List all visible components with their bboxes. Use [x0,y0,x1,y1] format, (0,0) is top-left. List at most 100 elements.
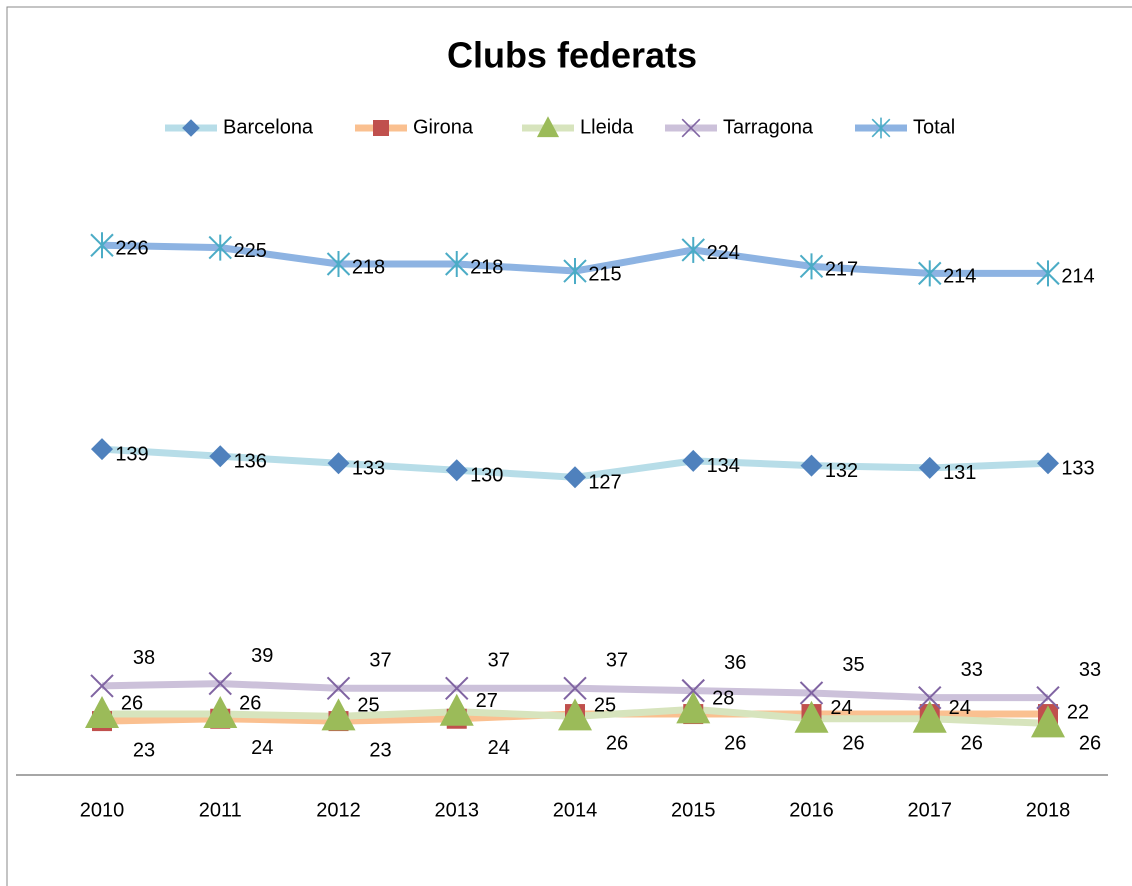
data-point [1036,260,1060,287]
marker-stroke [445,676,469,700]
data-label: 224 [707,242,740,264]
legend-symbol [182,119,200,137]
data-point [90,232,114,259]
x-tick-label: 2014 [553,799,598,821]
data-label: 139 [115,443,148,465]
legend-label: Total [913,116,955,138]
data-point [321,698,356,731]
data-label: 23 [369,739,391,761]
data-label: 24 [830,697,852,719]
data-label: 26 [961,732,983,754]
legend-label: Girona [413,116,474,138]
data-label: 28 [712,688,734,710]
x-tick-label: 2012 [316,799,361,821]
data-point [208,234,232,261]
data-point [326,676,351,700]
data-label: 218 [470,256,503,278]
legend-symbol [681,118,701,138]
marker-stroke [1036,685,1060,710]
data-point [1031,705,1065,738]
data-label: 24 [488,737,510,759]
data-point [208,671,232,696]
data-point [918,260,942,287]
data-point [676,691,711,724]
data-label: 132 [825,460,858,482]
legend-symbol [536,116,560,138]
data-label: 225 [234,240,267,262]
data-point [445,459,468,482]
data-label: 37 [369,650,391,672]
data-label: 26 [239,692,261,714]
data-label: 25 [357,695,379,717]
data-point [558,698,592,731]
x-tick-label: 2013 [435,799,480,821]
data-point [445,251,469,278]
data-label: 22 [1067,702,1089,724]
data-point [564,466,586,489]
data-point [918,456,941,479]
data-label: 26 [842,732,864,754]
marker-stroke [326,676,351,700]
marker-stroke [681,678,705,703]
x-tick-label: 2015 [671,799,716,821]
data-point [90,674,114,698]
legend-marker [681,118,701,138]
chart-border [6,6,1132,886]
data-point [799,681,824,705]
data-label: 25 [594,695,616,717]
data-point [1036,685,1060,710]
data-point [918,685,942,710]
legend-label: Tarragona [723,116,814,138]
legend-marker [373,120,389,136]
data-point [326,251,351,278]
data-label: 33 [1079,659,1101,681]
data-point [445,676,469,700]
x-tick-label: 2011 [199,799,242,821]
data-point [563,258,587,285]
data-label: 133 [1061,458,1094,480]
data-label: 136 [234,450,267,472]
data-point [682,449,705,472]
data-label: 217 [825,259,858,281]
data-point [799,253,824,280]
data-point [91,438,113,461]
marker-stroke [918,685,942,710]
data-label: 27 [476,690,498,712]
data-label: 133 [352,458,385,480]
data-label: 24 [949,697,971,719]
marker-stroke [681,118,701,138]
data-label: 26 [1079,732,1101,754]
x-tick-label: 2017 [908,799,953,821]
legend-label: Lleida [580,116,634,138]
data-label: 23 [133,739,155,761]
data-label: 214 [943,266,976,288]
legend-marker [536,116,560,138]
data-label: 36 [724,652,746,674]
data-point [203,696,238,729]
data-point [1037,452,1059,475]
legend-symbol [373,120,389,136]
x-tick-label: 2018 [1026,799,1071,821]
data-label: 37 [488,650,510,672]
data-label: 39 [251,645,273,667]
data-point [327,452,350,475]
data-point [800,454,823,477]
data-label: 215 [588,263,621,285]
data-point [794,700,829,733]
marker-stroke [90,674,114,698]
data-label: 26 [121,692,143,714]
data-label: 37 [606,650,628,672]
data-point [681,236,705,263]
x-tick-label: 2016 [789,799,834,821]
data-label: 26 [606,732,628,754]
marker-stroke [208,671,232,696]
data-label: 35 [842,654,864,676]
data-label: 127 [588,472,621,494]
data-label: 218 [352,256,385,278]
data-point [912,700,947,733]
data-label: 214 [1061,266,1094,288]
data-point [439,693,474,726]
data-label: 226 [115,238,148,260]
legend-marker [182,119,200,137]
